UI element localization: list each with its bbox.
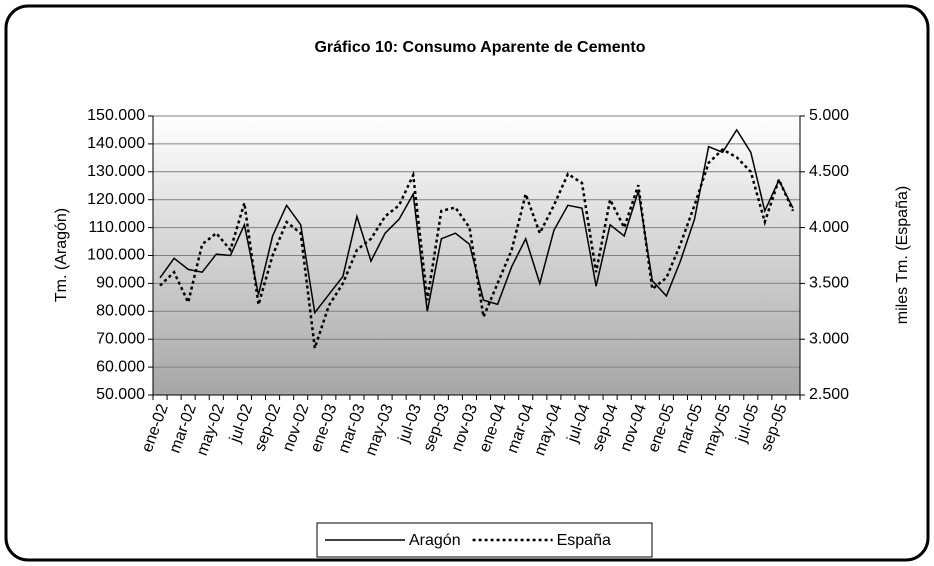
legend-label: España	[557, 532, 611, 549]
y2-tick-label: 3.000	[809, 330, 849, 347]
legend-label: Aragón	[409, 532, 461, 549]
y-axis-label: Tm. (Aragón)	[53, 208, 70, 302]
series-line	[159, 147, 795, 349]
y2-tick-label: 5.000	[809, 107, 849, 124]
y-tick-label: 80.000	[96, 303, 145, 320]
y-tick-label: 140.000	[87, 135, 145, 152]
y2-axis-label: miles Tm. (España)	[894, 186, 911, 324]
y-tick-label: 70.000	[96, 330, 145, 347]
y-tick-label: 150.000	[87, 107, 145, 124]
y2-tick-label: 4.500	[809, 163, 849, 180]
y-tick-label: 90.000	[96, 275, 145, 292]
y2-tick-label: 3.500	[809, 275, 849, 292]
y-tick-label: 130.000	[87, 163, 145, 180]
y2-tick-label: 4.000	[809, 219, 849, 236]
chart-title: Gráfico 10: Consumo Aparente de Cemento	[314, 39, 645, 56]
y-tick-label: 60.000	[96, 358, 145, 375]
y2-tick-label: 2.500	[809, 386, 849, 403]
y-tick-label: 120.000	[87, 191, 145, 208]
y-tick-label: 110.000	[88, 219, 145, 236]
y-tick-label: 50.000	[96, 386, 145, 403]
y-tick-label: 100.000	[87, 247, 145, 264]
